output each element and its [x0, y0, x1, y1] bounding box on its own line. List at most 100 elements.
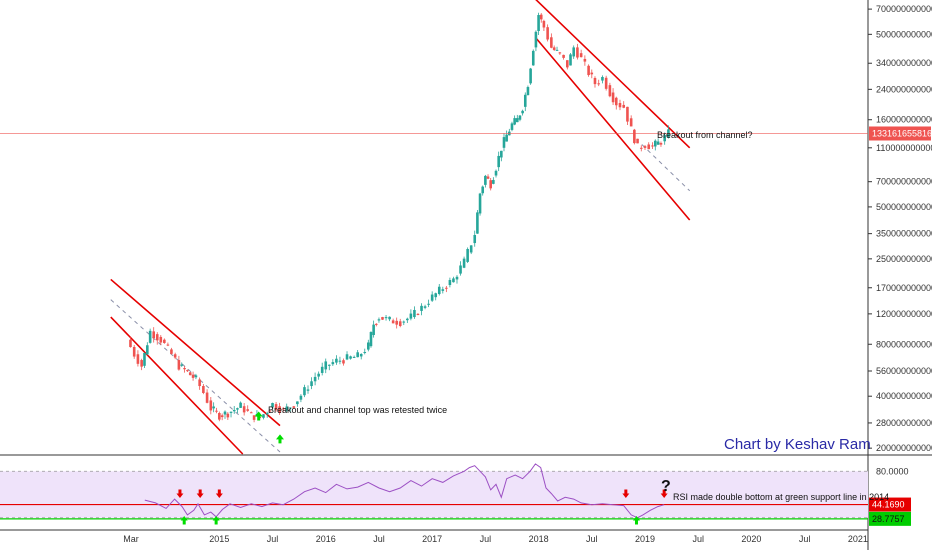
candle-body — [246, 409, 250, 411]
candle-body — [622, 104, 626, 108]
candle-body — [303, 387, 306, 396]
candle-body — [320, 366, 324, 373]
candle-body — [505, 134, 508, 142]
candle-body — [416, 313, 420, 315]
up-arrow-icon — [632, 516, 640, 525]
candle-body — [285, 406, 289, 411]
candle-body — [226, 413, 230, 418]
candle-body — [317, 373, 320, 377]
candle-body — [604, 77, 608, 89]
candle-body — [349, 356, 352, 359]
candle-body — [177, 360, 181, 370]
candle-body — [406, 318, 409, 321]
candle-body — [455, 276, 459, 280]
candle-body — [515, 118, 519, 123]
candle-body — [663, 135, 666, 142]
rsi-tick-label: 80.0000 — [876, 466, 909, 476]
price-tick-label: 2400000000000 — [876, 84, 932, 94]
time-tick-label: Jul — [692, 534, 704, 544]
time-tick-label: Jul — [373, 534, 385, 544]
up-arrow-icon — [180, 516, 188, 525]
candle-body — [481, 186, 485, 194]
candle-body — [489, 180, 492, 189]
candle-body — [552, 47, 556, 50]
candle-body — [173, 354, 177, 358]
candle-body — [636, 138, 639, 144]
candle-body — [653, 140, 657, 147]
candle-body — [466, 248, 469, 262]
candle-body — [198, 379, 201, 387]
candle-body — [579, 53, 583, 58]
candle-body — [469, 245, 473, 253]
candle-body — [427, 303, 430, 305]
candle-body — [229, 411, 233, 413]
candle-body — [478, 193, 482, 214]
candle-body — [205, 392, 209, 403]
candle-body — [569, 54, 572, 66]
candle-body — [180, 364, 184, 366]
time-tick-label: 2020 — [741, 534, 761, 544]
current-price-label: 133161655816 — [872, 128, 932, 138]
price-tick-label: 1600000000000 — [876, 115, 932, 125]
time-tick-label: 2017 — [422, 534, 442, 544]
candle-body — [395, 320, 398, 325]
up-arrow-icon — [212, 516, 220, 525]
candle-body — [409, 313, 413, 319]
candle-body — [381, 317, 384, 320]
candle-body — [306, 389, 310, 391]
candle-body — [576, 47, 579, 58]
price-tick-label: 3500000000000 — [876, 229, 932, 239]
candle-body — [202, 386, 205, 393]
candle-body — [163, 339, 166, 344]
candle-body — [274, 404, 278, 410]
candle-body — [140, 360, 143, 367]
time-tick-label: 2019 — [635, 534, 655, 544]
candle-body — [159, 336, 163, 343]
candle-body — [218, 413, 221, 420]
candle-body — [633, 129, 636, 144]
candle-body — [239, 402, 242, 408]
candle-body — [502, 137, 506, 148]
candle-body — [209, 400, 213, 411]
candle-body — [367, 342, 370, 350]
rsi-resistance-label: 44.1690 — [872, 500, 905, 510]
candle-body — [434, 293, 438, 298]
rsi-support-badge — [869, 511, 911, 526]
candle-body — [265, 413, 269, 415]
candle-body — [215, 410, 218, 412]
candle-body — [148, 330, 152, 343]
candle-body — [152, 331, 156, 339]
candle-body — [398, 321, 402, 326]
time-tick-label: 2021 — [848, 534, 868, 544]
candle-body — [526, 87, 530, 96]
candle-body — [183, 367, 186, 370]
price-tick-label: 1200000000000 — [876, 309, 932, 319]
candle-body — [534, 31, 538, 48]
chart-credit: Chart by Keshav Ram — [724, 436, 871, 453]
candle-body — [313, 376, 317, 382]
candle-body — [252, 415, 256, 420]
price-tick-label: 4000000000000 — [876, 391, 932, 401]
candle-body — [448, 280, 452, 285]
candle-body — [352, 356, 356, 358]
down-arrow-icon — [215, 489, 223, 498]
candle-body — [614, 97, 618, 106]
candle-body — [529, 68, 532, 84]
candle-body — [593, 77, 597, 85]
price-tick-label: 3400000000000 — [876, 58, 932, 68]
time-tick-label: 2016 — [316, 534, 336, 544]
candle-body — [542, 20, 546, 28]
candle-body — [136, 354, 140, 364]
time-tick-label: Jul — [799, 534, 811, 544]
candle-body — [445, 287, 448, 289]
channels — [110, 0, 691, 455]
channel-bottom-line — [110, 316, 244, 455]
price-tick-label: 2800000000000 — [876, 418, 932, 428]
breakout-old-annotation: Breakout and channel top was retested tw… — [268, 405, 447, 415]
candle-body — [338, 360, 342, 362]
candle-body — [212, 406, 215, 409]
price-tick-label: 1100000000000 — [876, 143, 932, 153]
price-tick-label: 7000000000000 — [876, 4, 932, 14]
